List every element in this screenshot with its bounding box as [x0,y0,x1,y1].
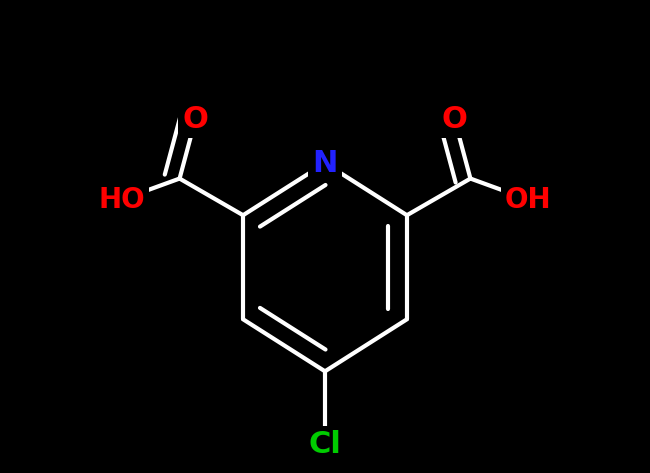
Text: N: N [312,149,338,178]
Text: O: O [441,105,467,134]
Text: Cl: Cl [309,430,341,459]
Text: OH: OH [505,185,551,214]
Text: O: O [183,105,209,134]
Text: HO: HO [99,185,145,214]
